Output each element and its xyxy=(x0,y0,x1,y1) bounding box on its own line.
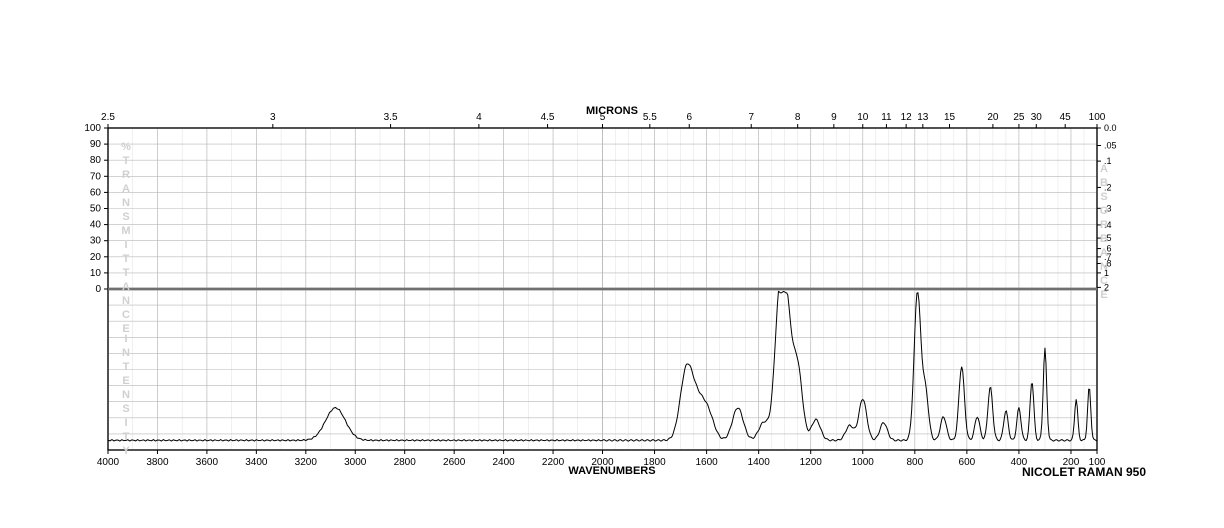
spectrum-chart: 4000380036003400320030002800260024002200… xyxy=(75,100,1130,480)
svg-text:40: 40 xyxy=(90,220,102,231)
svg-text:60: 60 xyxy=(90,187,102,198)
intensity-watermark: INTENSITY xyxy=(120,332,132,458)
svg-text:.05: .05 xyxy=(1104,141,1117,151)
absorbance-watermark: ABSORBANCE xyxy=(1098,162,1110,302)
svg-text:0: 0 xyxy=(95,284,101,295)
instrument-label: NICOLET RAMAN 950 xyxy=(1022,465,1146,479)
svg-text:100: 100 xyxy=(84,123,101,134)
svg-text:80: 80 xyxy=(90,155,102,166)
top-axis-title: MICRONS xyxy=(0,105,1224,117)
svg-text:10: 10 xyxy=(90,268,102,279)
svg-text:0.0: 0.0 xyxy=(1104,123,1117,133)
svg-text:20: 20 xyxy=(90,252,102,263)
svg-text:30: 30 xyxy=(90,236,102,247)
transmittance-watermark: %TRANSMITTANCE xyxy=(120,140,132,336)
svg-text:70: 70 xyxy=(90,171,102,182)
svg-text:90: 90 xyxy=(90,139,102,150)
spectrum-svg: 4000380036003400320030002800260024002200… xyxy=(75,100,1130,480)
svg-text:50: 50 xyxy=(90,204,102,215)
